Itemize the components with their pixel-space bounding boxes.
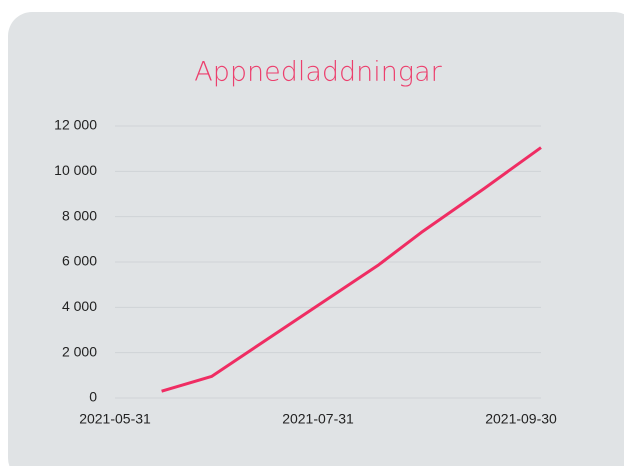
chart-title: Appnedladdningar <box>194 57 442 88</box>
y-tick-label: 6 000 <box>62 253 97 269</box>
x-tick-label: 2021-05-31 <box>79 411 151 427</box>
x-tick-label: 2021-09-30 <box>485 411 557 427</box>
y-tick-label: 0 <box>89 389 97 405</box>
y-tick-label: 12 000 <box>54 117 97 133</box>
x-tick-label: 2021-07-31 <box>282 411 354 427</box>
y-tick-label: 8 000 <box>62 207 97 223</box>
y-tick-label: 10 000 <box>54 162 97 178</box>
data-line <box>161 146 542 393</box>
y-tick-label: 4 000 <box>62 298 97 314</box>
y-tick-label: 2 000 <box>62 343 97 359</box>
